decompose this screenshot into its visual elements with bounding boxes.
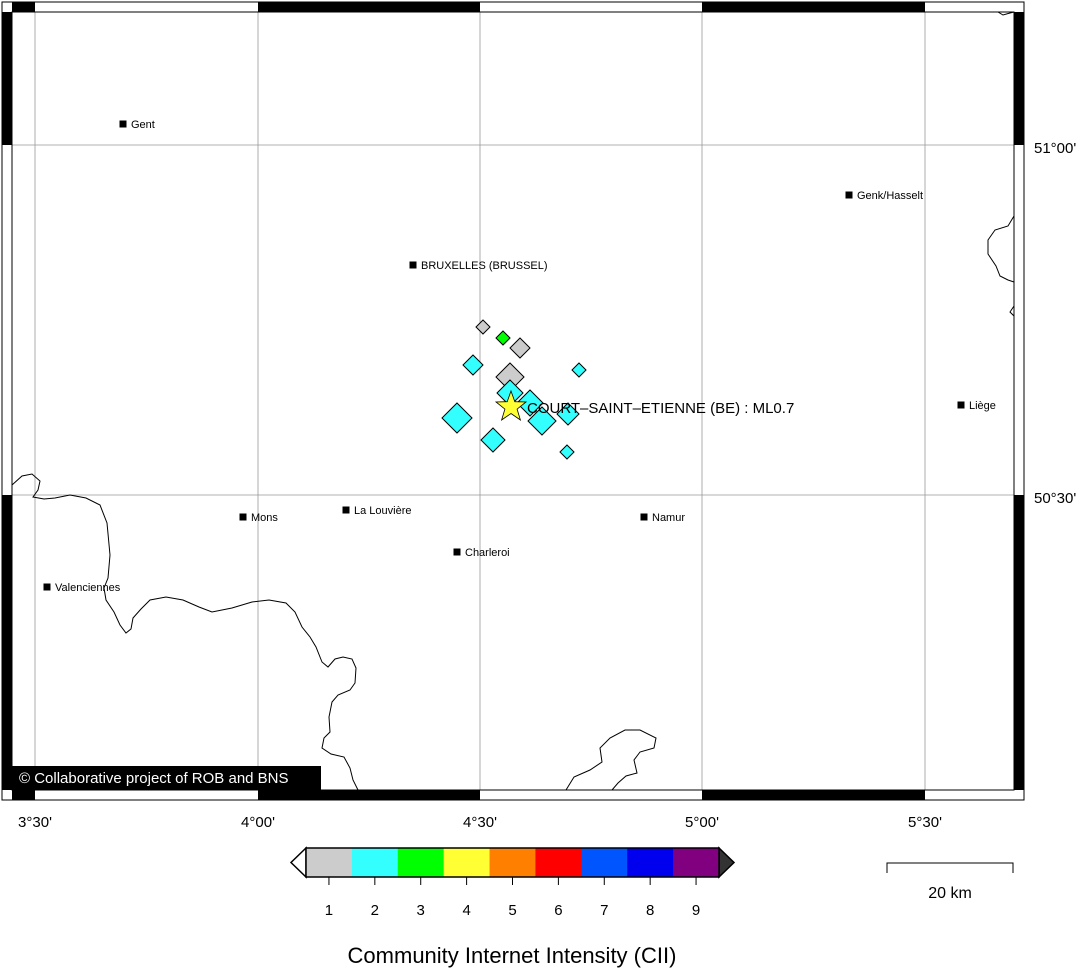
colorbar-tick-label: 7 <box>600 902 608 919</box>
city-label: Genk/Hasselt <box>857 190 923 202</box>
city-marker-icon <box>409 261 417 269</box>
colorbar-ticks: 1 2 3 4 5 6 7 8 9 <box>325 877 700 919</box>
city-label: BRUXELLES (BRUSSEL) <box>421 260 548 272</box>
scale-bar-label: 20 km <box>928 885 972 902</box>
lon-label: 5°30' <box>908 814 942 831</box>
intensity-markers <box>441 319 587 460</box>
intensity-marker-icon <box>462 354 484 376</box>
city-marker-icon <box>640 513 648 521</box>
lon-label: 3°30' <box>18 814 52 831</box>
city-label: La Louvière <box>354 505 412 517</box>
city: Charleroi <box>453 547 510 559</box>
city-label: Gent <box>131 119 155 131</box>
cities: Gent Genk/Hasselt BRUXELLES (BRUSSEL) Liège… <box>43 119 996 594</box>
city-marker-icon <box>119 120 127 128</box>
longitude-labels: 3°30' 4°00' 4°30' 5°00' 5°30' <box>18 814 942 831</box>
copyright-box: © Collaborative project of ROB and BNS <box>12 766 321 790</box>
intensity-marker-icon <box>509 337 531 359</box>
colorbar-cell <box>397 848 445 877</box>
colorbar-cell <box>306 848 353 877</box>
colorbar-cell <box>489 848 536 877</box>
city-marker-icon <box>239 513 247 521</box>
frame-ticks <box>1 1 1025 801</box>
city-marker-icon <box>845 191 853 199</box>
colorbar-cell <box>351 848 399 877</box>
city-label: Mons <box>251 512 278 524</box>
city: BRUXELLES (BRUSSEL) <box>409 260 548 272</box>
city: Valenciennes <box>43 582 121 594</box>
lat-label: 51°00' <box>1034 140 1076 157</box>
map-frame: COURT–SAINT–ETIENNE (BE) : ML0.7 GentGen… <box>1 1 1025 801</box>
intensity-marker-icon <box>495 330 511 346</box>
intensity-marker-icon <box>475 319 491 335</box>
city-label: Namur <box>652 512 685 524</box>
city-marker-icon <box>957 401 965 409</box>
colorbar-over-triangle <box>718 846 736 879</box>
intensity-marker-icon <box>559 444 575 460</box>
latitude-labels: 51°00' 50°30' <box>1034 140 1076 507</box>
city-label: Liège <box>969 400 996 412</box>
city: Liège <box>957 400 996 412</box>
colorbar: 1 2 3 4 5 6 7 8 9 Community Internet Intensity (… <box>289 846 736 968</box>
lon-label: 5°00' <box>685 814 719 831</box>
epicenter: COURT–SAINT–ETIENNE (BE) : ML0.7 <box>494 389 794 421</box>
colorbar-title: Community Internet Intensity (CII) <box>348 943 677 968</box>
city-label: Charleroi <box>465 547 510 559</box>
city: Namur <box>640 512 685 524</box>
graticule <box>12 12 1014 790</box>
colorbar-cell <box>535 848 582 877</box>
city: La Louvière <box>342 505 412 517</box>
intensity-marker-icon <box>516 389 544 417</box>
colorbar-under-triangle <box>289 846 307 879</box>
colorbar-tick-label: 6 <box>554 902 562 919</box>
intensity-marker-icon <box>571 362 587 378</box>
lon-label: 4°30' <box>463 814 497 831</box>
epicenter-star-icon <box>494 389 528 421</box>
city: Gent <box>119 119 155 131</box>
scale-bar: 20 km <box>886 862 1014 902</box>
city-marker-icon <box>342 506 350 514</box>
country-borders <box>11 11 1015 791</box>
colorbar-cell <box>443 848 491 877</box>
lon-label: 4°00' <box>241 814 275 831</box>
colorbar-cell <box>673 848 720 877</box>
lat-label: 50°30' <box>1034 490 1076 507</box>
city-marker-icon <box>453 548 461 556</box>
city-marker-icon <box>43 583 51 591</box>
colorbar-tick-label: 2 <box>371 902 379 919</box>
intensity-marker-icon <box>480 427 506 453</box>
copyright-text: © Collaborative project of ROB and BNS <box>19 770 289 787</box>
colorbar-tick-label: 3 <box>417 902 425 919</box>
colorbar-cell <box>581 848 628 877</box>
city: Mons <box>239 512 278 524</box>
colorbar-cell <box>627 848 674 877</box>
city-label: Valenciennes <box>55 582 121 594</box>
intensity-marker-icon <box>556 402 580 426</box>
colorbar-tick-label: 8 <box>646 902 654 919</box>
epicenter-label: COURT–SAINT–ETIENNE (BE) : ML0.7 <box>527 400 794 417</box>
intensity-marker-icon <box>527 406 557 436</box>
intensity-marker-icon <box>441 402 473 434</box>
colorbar-tick-label: 1 <box>325 902 333 919</box>
city: Genk/Hasselt <box>845 190 923 202</box>
colorbar-cells <box>306 848 720 877</box>
colorbar-tick-label: 9 <box>692 902 700 919</box>
colorbar-tick-label: 4 <box>462 902 470 919</box>
colorbar-tick-label: 5 <box>508 902 516 919</box>
